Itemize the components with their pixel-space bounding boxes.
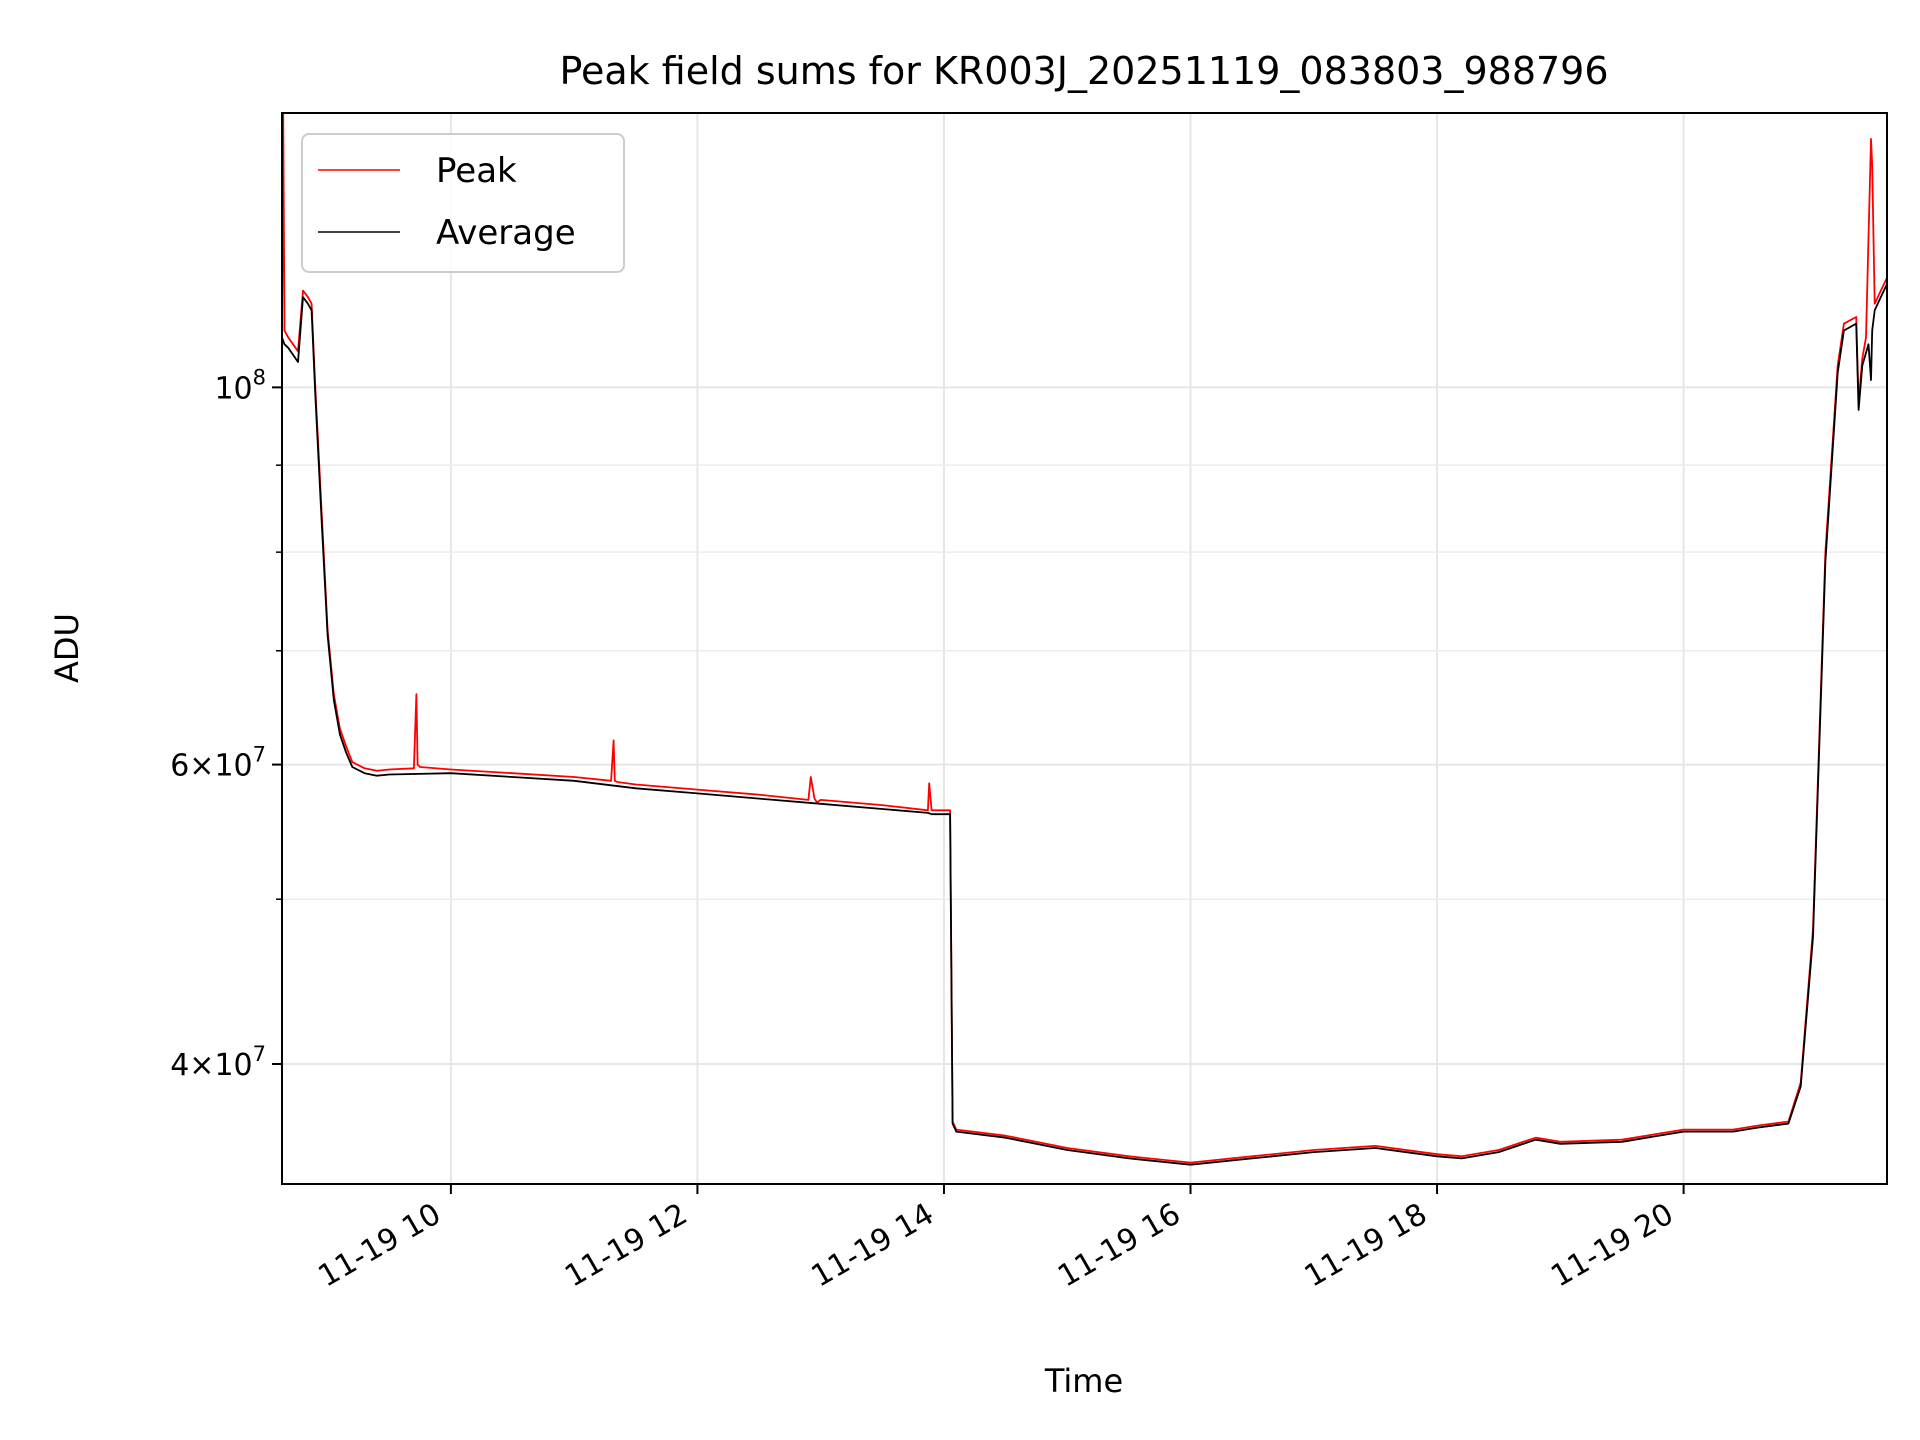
legend-label-average: Average [436,213,576,253]
x-axis-title: Time [1044,1362,1123,1400]
chart-title: Peak field sums for KR003J_20251119_0838… [559,49,1608,93]
plot-series [282,113,1887,1166]
y-tick-label: 6×107 [170,743,266,784]
plot-frame [281,112,1888,1185]
gridlines [282,113,1887,1184]
y-tick-label: 108 [214,365,266,406]
legend-label-peak: Peak [436,151,517,191]
y-axis-title: ADU [48,613,86,683]
legend: Peak Average [301,133,625,273]
series-line-average [282,283,1887,1166]
y-tick-label: 4×107 [170,1042,266,1083]
legend-box [301,133,625,273]
